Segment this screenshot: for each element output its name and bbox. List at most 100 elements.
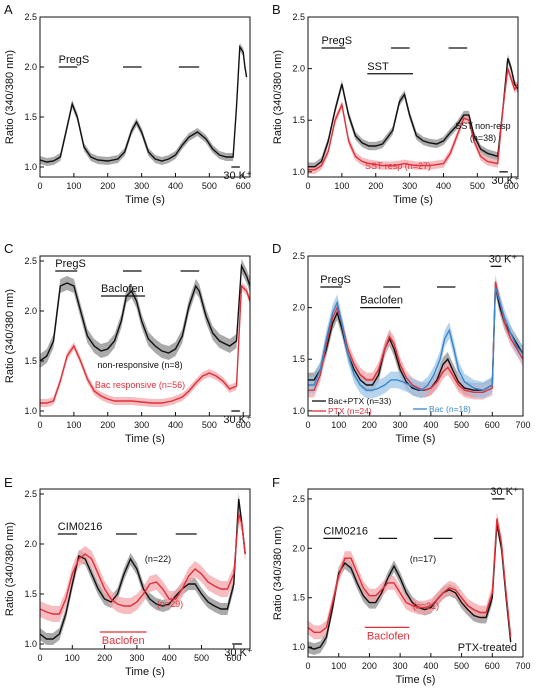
x-tick-label: 400 bbox=[168, 181, 183, 191]
plot-frame bbox=[307, 488, 524, 658]
series-line-2 bbox=[308, 286, 524, 391]
stimulus-label: 30 K⁺ bbox=[223, 170, 252, 182]
panel-annotation: PTX-treated bbox=[458, 642, 517, 654]
y-tick-label: 2.5 bbox=[292, 251, 305, 261]
stimulus-label: 30 K⁺ bbox=[491, 175, 520, 187]
x-tick-label: 300 bbox=[129, 653, 144, 663]
stimulus-label: 30 K⁺ bbox=[489, 253, 518, 265]
x-tick-label: 300 bbox=[134, 420, 149, 430]
x-tick-label: 200 bbox=[362, 661, 377, 671]
x-tick-label: 0 bbox=[305, 420, 310, 430]
x-tick-label: 100 bbox=[334, 181, 349, 191]
stimulus-label: CIM0216 bbox=[323, 525, 368, 537]
panel-A: A 0 100 200 300 400 500 600 1.0 1.5 2.0 2.5 Time (s)… bbox=[4, 2, 252, 206]
y-tick-label: 1.5 bbox=[292, 115, 305, 125]
y-tick-label: 1.0 bbox=[292, 167, 305, 177]
stimulus-label: PregS bbox=[59, 54, 90, 66]
x-tick-label: 200 bbox=[368, 181, 383, 191]
x-tick-label: 700 bbox=[515, 420, 530, 430]
x-tick-label: 100 bbox=[66, 181, 81, 191]
panel-C: C 0 100 200 300 400 500 600 1.0 1.5 2.0 2.5 Time (s)… bbox=[4, 241, 252, 445]
x-tick-label: 0 bbox=[37, 181, 42, 191]
series-label: (n=21) bbox=[413, 601, 439, 611]
stimulus-label: 30 K⁺ bbox=[223, 414, 252, 426]
x-tick-label: 600 bbox=[485, 420, 500, 430]
y-tick-label: 2.0 bbox=[292, 64, 305, 74]
plot-frame bbox=[307, 16, 519, 178]
panel-letter: B bbox=[272, 2, 281, 17]
x-tick-label: 0 bbox=[37, 653, 42, 663]
y-tick-label: 1.5 bbox=[24, 589, 37, 599]
panel-F: F 0 100 200 300 400 500 600 700 1.0 1.5 2.0 2.5 Time … bbox=[272, 475, 531, 686]
x-axis-label: Time (s) bbox=[125, 194, 165, 206]
series-line-1 bbox=[308, 68, 519, 171]
x-tick-label: 700 bbox=[515, 661, 530, 671]
x-tick-label: 0 bbox=[305, 181, 310, 191]
x-tick-label: 200 bbox=[97, 653, 112, 663]
series-line-0 bbox=[39, 498, 246, 640]
series-label: SST resp (n=27) bbox=[365, 161, 431, 171]
series-band-1 bbox=[308, 64, 518, 174]
x-tick-label: 100 bbox=[66, 420, 81, 430]
series-label: SST non-resp bbox=[455, 121, 510, 131]
x-axis-label: Time (s) bbox=[125, 666, 165, 678]
x-tick-label: 100 bbox=[65, 653, 80, 663]
y-axis-label: Ratio (340/380 nm) bbox=[4, 50, 16, 144]
series-line-0 bbox=[39, 44, 248, 163]
plot-frame bbox=[39, 488, 251, 650]
x-tick-label: 300 bbox=[402, 181, 417, 191]
series-label: (n=38) bbox=[470, 133, 496, 143]
panel-E: E 0 100 200 300 400 500 600 1.0 1.5 2.0 2.5 Time (s)… bbox=[4, 475, 253, 678]
series-label: (n=29) bbox=[157, 599, 183, 609]
x-tick-label: 500 bbox=[470, 181, 485, 191]
stimulus-label: PregS bbox=[322, 35, 353, 47]
y-tick-label: 2.5 bbox=[24, 489, 37, 499]
stimulus-label: Baclofen bbox=[360, 295, 403, 307]
series-label: (n=22) bbox=[145, 554, 171, 564]
x-tick-label: 400 bbox=[436, 181, 451, 191]
x-tick-label: 500 bbox=[202, 420, 217, 430]
series-line-0 bbox=[308, 286, 524, 391]
x-tick-label: 100 bbox=[331, 420, 346, 430]
series-band-0 bbox=[40, 43, 247, 166]
panel-D: D 0 100 200 300 400 500 600 700 1.0 1.5 2.0 2.5 Time … bbox=[272, 241, 531, 445]
y-tick-label: 1.0 bbox=[24, 162, 37, 172]
panel-B: B 0 100 200 300 400 500 600 1.0 1.5 2.0 2.5 Time (s)… bbox=[272, 2, 520, 206]
x-tick-label: 300 bbox=[134, 181, 149, 191]
x-tick-label: 600 bbox=[504, 181, 519, 191]
x-axis-label: Time (s) bbox=[393, 194, 433, 206]
plot-frame bbox=[307, 255, 524, 417]
x-tick-label: 600 bbox=[236, 181, 251, 191]
series-band-0 bbox=[40, 493, 246, 645]
stimulus-label: Baclofen bbox=[102, 635, 145, 647]
x-axis-label: Time (s) bbox=[396, 674, 436, 686]
x-tick-label: 200 bbox=[100, 420, 115, 430]
series-line-1 bbox=[40, 284, 251, 404]
y-tick-label: 1.0 bbox=[292, 406, 305, 416]
y-tick-label: 2.5 bbox=[292, 494, 305, 504]
x-tick-label: 400 bbox=[162, 653, 177, 663]
x-tick-label: 200 bbox=[362, 420, 377, 430]
x-axis-label: Time (s) bbox=[125, 433, 165, 445]
series-line-0 bbox=[308, 58, 519, 168]
x-tick-label: 400 bbox=[423, 420, 438, 430]
y-tick-label: 1.5 bbox=[24, 356, 37, 366]
x-tick-label: 500 bbox=[194, 653, 209, 663]
y-tick-label: 1.0 bbox=[292, 642, 305, 652]
y-tick-label: 2.5 bbox=[292, 12, 305, 22]
y-tick-label: 2.0 bbox=[292, 543, 305, 553]
x-tick-label: 500 bbox=[454, 420, 469, 430]
stimulus-label: 30 K⁺ bbox=[490, 486, 519, 498]
plot-frame bbox=[39, 16, 251, 178]
panel-letter: F bbox=[272, 475, 280, 490]
panel-letter: A bbox=[4, 2, 13, 17]
stimulus-label: SST bbox=[367, 61, 389, 73]
legend-label: Bac+PTX (n=33) bbox=[328, 396, 391, 406]
x-tick-label: 100 bbox=[331, 661, 346, 671]
x-tick-label: 200 bbox=[100, 181, 115, 191]
legend-label: Bac (n=18) bbox=[429, 404, 471, 414]
y-tick-label: 1.5 bbox=[292, 354, 305, 364]
series-line-0 bbox=[39, 263, 251, 362]
x-tick-label: 600 bbox=[226, 653, 241, 663]
